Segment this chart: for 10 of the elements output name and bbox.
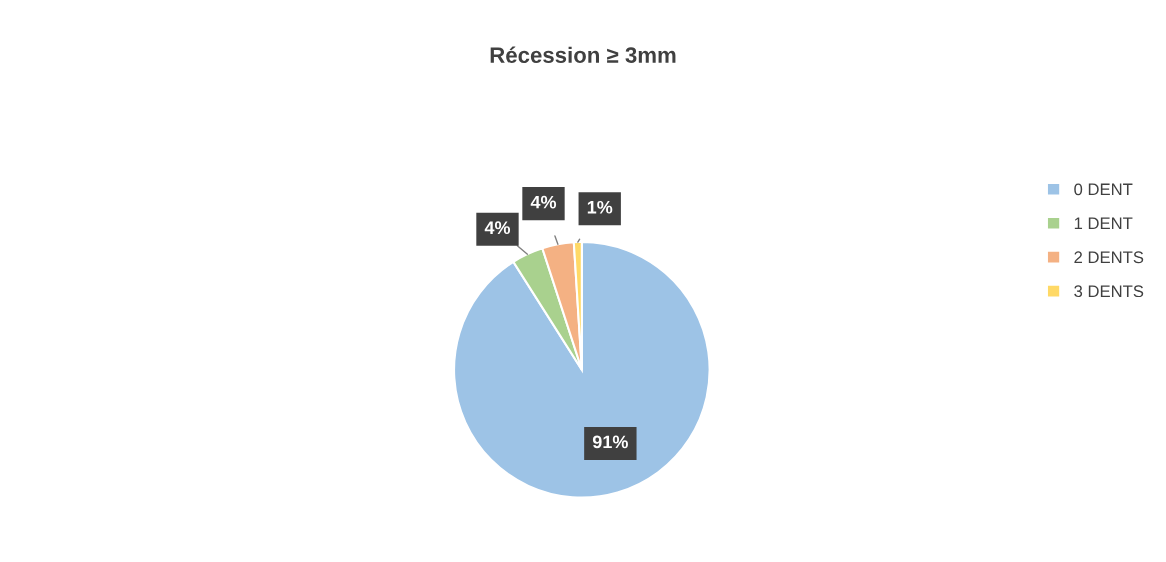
data-label: 4% <box>484 221 511 235</box>
data-label: 4% <box>530 195 557 209</box>
data-label: 1% <box>587 200 613 214</box>
legend-label: 2 DENTS <box>1074 251 1144 264</box>
pie-slice <box>453 240 711 499</box>
data-label: 91% <box>592 435 628 449</box>
legend-label: 3 DENTS <box>1074 285 1144 298</box>
chart-title: Récession ≥ 3mm <box>490 46 676 63</box>
legend-label: 1 DENT <box>1074 217 1133 230</box>
legend-label: 0 DENT <box>1074 183 1133 196</box>
